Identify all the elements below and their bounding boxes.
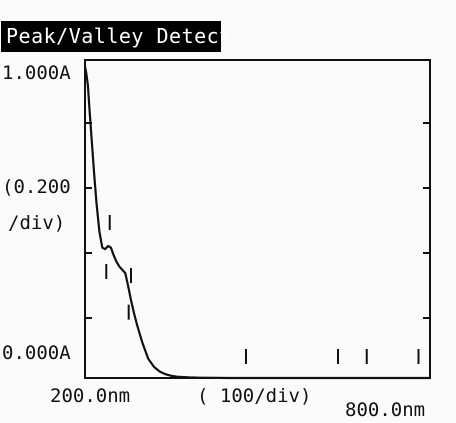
absorbance-series-line bbox=[83, 66, 430, 380]
x-min-label: 200.0nm bbox=[50, 385, 130, 407]
x-scale-label: ( 100/div) bbox=[197, 385, 311, 407]
y-scale-label-line1: (0.200 bbox=[2, 176, 71, 198]
markers-layer bbox=[105, 214, 420, 364]
y-min-label: 0.000A bbox=[2, 342, 71, 364]
x-max-label: 800.0nm bbox=[345, 399, 425, 421]
y-max-label: 1.000A bbox=[2, 62, 71, 84]
screen-title: Peak/Valley Detect bbox=[1, 21, 231, 52]
y-scale-label-line2: /div) bbox=[8, 212, 65, 234]
plot-frame bbox=[84, 59, 431, 379]
